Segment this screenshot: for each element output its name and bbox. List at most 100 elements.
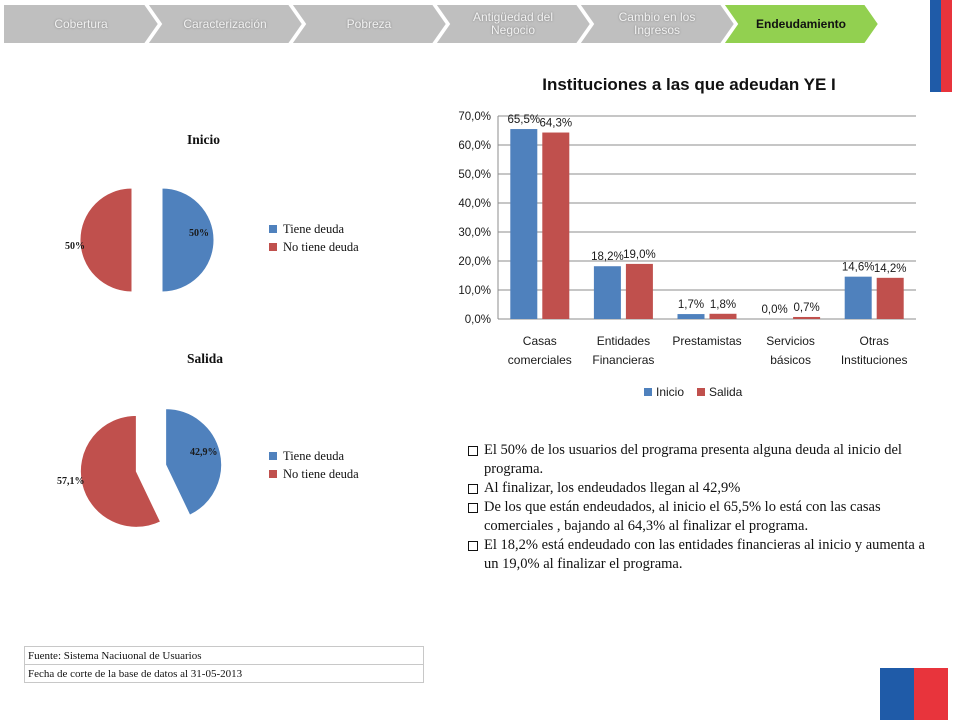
flag-red-stripe: [941, 0, 952, 92]
flag-decoration-bottom: [880, 668, 948, 720]
finding-text: El 50% de los usuarios del programa pres…: [484, 442, 902, 477]
findings-list: El 50% de los usuarios del programa pres…: [466, 441, 936, 574]
x-category-label: Instituciones: [841, 353, 908, 367]
cutoff-date-cell: Fecha de corte de la base de datos al 31…: [24, 664, 424, 683]
nav-step-label: Pobreza: [346, 16, 392, 31]
nav-step-shape: [435, 4, 591, 44]
flag-blue-stripe: [880, 668, 914, 720]
nav-step-fill: [723, 4, 879, 44]
bar-salida-5: [876, 277, 904, 319]
bar-data-label: 0,0%: [761, 304, 787, 316]
bar-inicio-3: [677, 314, 705, 319]
legend-label: Salida: [709, 385, 743, 399]
pie-chart-salida: 42,9% 57,1%: [57, 408, 223, 528]
bar-chart-instituciones: Instituciones a las que adeudan YE I 0,0%…: [458, 75, 916, 399]
nav-step-fill: [3, 4, 159, 44]
table-row: Fuente: Sistema Naciuonal de Usuarios: [24, 646, 424, 665]
finding-text: El 18,2% está endeudado con las entidade…: [484, 537, 925, 572]
bar-data-label: 18,2%: [591, 251, 624, 263]
nav-step-label: Antigüedad del Negocio: [472, 10, 554, 37]
pie-slice-no-tiene-deuda: [79, 414, 162, 528]
pie-data-label: 50%: [189, 228, 209, 239]
x-category-label: Servicios: [766, 334, 815, 348]
pie-slice-tiene-deuda: [161, 187, 215, 293]
y-tick-label: 60,0%: [458, 140, 491, 152]
nav-step-label: Caracterización: [183, 16, 267, 31]
pie-data-label: 42,9%: [190, 447, 218, 458]
bar-data-label: 1,8%: [710, 299, 736, 311]
flag-blue-stripe: [930, 0, 941, 92]
flag-red-stripe: [914, 668, 948, 720]
checkbox-bullet-icon: [468, 446, 478, 456]
y-tick-label: 40,0%: [458, 198, 491, 210]
legend-label: Tiene deuda: [283, 221, 344, 236]
pie-salida-legend: Tiene deuda No tiene deuda: [269, 447, 359, 483]
bar-inicio-2: [593, 266, 621, 319]
legend-swatch-blue: [269, 452, 277, 460]
nav-step-label: Endeudamiento: [755, 16, 846, 31]
bar-salida-1: [542, 132, 570, 319]
bar-salida-3: [709, 313, 737, 319]
bar-inicio-1: [510, 129, 538, 319]
legend-label: No tiene deuda: [283, 239, 359, 254]
nav-step-fill: [291, 4, 447, 44]
legend-item-no-tiene-deuda: No tiene deuda: [269, 465, 359, 483]
legend-swatch: [644, 388, 652, 396]
bar-data-label: 14,6%: [842, 262, 875, 274]
x-category-label: básicos: [770, 353, 811, 367]
pie-data-label: 57,1%: [57, 476, 85, 487]
pie-chart-inicio: 50% 50%: [65, 187, 215, 293]
nav-step-shape: [723, 4, 879, 44]
finding-text: Al finalizar, los endeudados llegan al 4…: [484, 480, 741, 496]
bar-chart-title: Instituciones a las que adeudan YE I: [542, 75, 836, 94]
finding-text: De los que están endeudados, al inicio e…: [484, 499, 881, 534]
nav-step-shape: [147, 4, 303, 44]
legend-swatch: [697, 388, 705, 396]
nav-step-3[interactable]: Pobreza: [291, 4, 447, 44]
nav-step-fill: [147, 4, 303, 44]
legend-swatch-red: [269, 470, 277, 478]
nav-step-shape: [3, 4, 159, 44]
list-item: Al finalizar, los endeudados llegan al 4…: [466, 479, 936, 498]
bar-data-label: 1,7%: [678, 299, 704, 311]
pie-slice-tiene-deuda: [165, 408, 223, 516]
x-category-label: Casas: [523, 334, 557, 348]
list-item: El 18,2% está endeudado con las entidade…: [466, 536, 936, 574]
nav-step-shape: [579, 4, 735, 44]
pie-salida-title: Salida: [187, 351, 224, 366]
y-tick-label: 0,0%: [465, 314, 491, 326]
y-tick-label: 10,0%: [458, 285, 491, 297]
legend-label: No tiene deuda: [283, 466, 359, 481]
legend-label: Tiene deuda: [283, 448, 344, 463]
nav-step-1[interactable]: Cobertura: [3, 4, 159, 44]
legend-item-tiene-deuda: Tiene deuda: [269, 447, 359, 465]
nav-step-5[interactable]: Cambio en los Ingresos: [579, 4, 735, 44]
pie-inicio-legend: Tiene deuda No tiene deuda: [269, 220, 359, 256]
pie-inicio-title: Inicio: [187, 132, 221, 147]
bar-data-label: 14,2%: [874, 263, 907, 275]
bar-data-label: 65,5%: [507, 114, 540, 126]
x-category-label: Prestamistas: [672, 334, 741, 348]
x-category-label: Financieras: [592, 353, 654, 367]
flag-decoration-top: [930, 0, 952, 92]
checkbox-bullet-icon: [468, 541, 478, 551]
bar-salida-4: [793, 316, 821, 319]
y-tick-label: 50,0%: [458, 169, 491, 181]
x-category-label: Entidades: [597, 334, 650, 348]
nav-step-6[interactable]: Endeudamiento: [723, 4, 879, 44]
y-tick-label: 70,0%: [458, 111, 491, 123]
nav-step-2[interactable]: Caracterización: [147, 4, 303, 44]
source-table: Fuente: Sistema Naciuonal de Usuarios Fe…: [24, 646, 424, 683]
nav-step-shape: [291, 4, 447, 44]
table-row: Fecha de corte de la base de datos al 31…: [24, 664, 424, 683]
legend-label: Inicio: [656, 385, 684, 399]
y-tick-label: 20,0%: [458, 256, 491, 268]
x-category-label: comerciales: [508, 353, 572, 367]
bar-inicio-5: [844, 276, 872, 319]
nav-step-label: Cobertura: [54, 16, 108, 31]
pie-slice-no-tiene-deuda: [79, 187, 133, 293]
bar-data-label: 64,3%: [539, 118, 572, 130]
nav-step-4[interactable]: Antigüedad del Negocio: [435, 4, 591, 44]
legend-swatch-blue: [269, 225, 277, 233]
nav-step-fill: [579, 4, 735, 44]
